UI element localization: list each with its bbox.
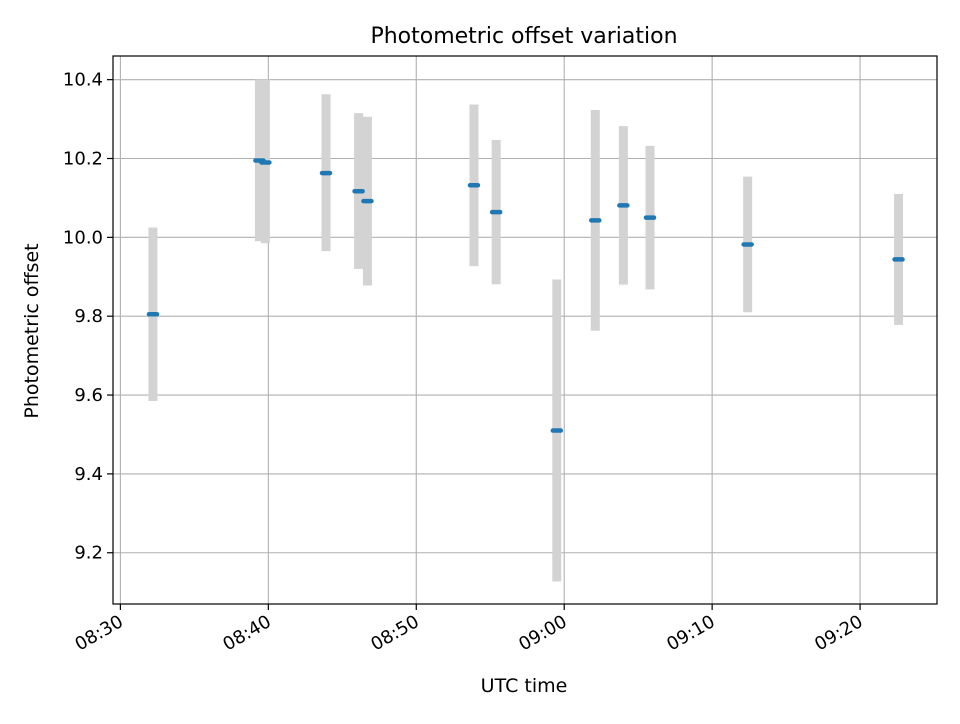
plot-frame xyxy=(112,55,938,605)
y-tick-label: 9.4 xyxy=(74,464,103,485)
y-tick-label: 10.2 xyxy=(63,149,103,170)
y-tick-label: 9.6 xyxy=(74,385,103,406)
y-tick-label: 10.4 xyxy=(63,70,103,91)
grid-layer xyxy=(113,56,937,604)
marker-layer xyxy=(146,158,905,433)
x-axis-label: UTC time xyxy=(481,675,568,697)
y-axis-label: Photometric offset xyxy=(21,243,43,418)
chart-title: Photometric offset variation xyxy=(370,24,677,49)
y-tick-label: 10.0 xyxy=(63,227,103,248)
y-tick-label: 9.2 xyxy=(74,543,103,564)
y-tick-label: 9.8 xyxy=(74,306,103,327)
